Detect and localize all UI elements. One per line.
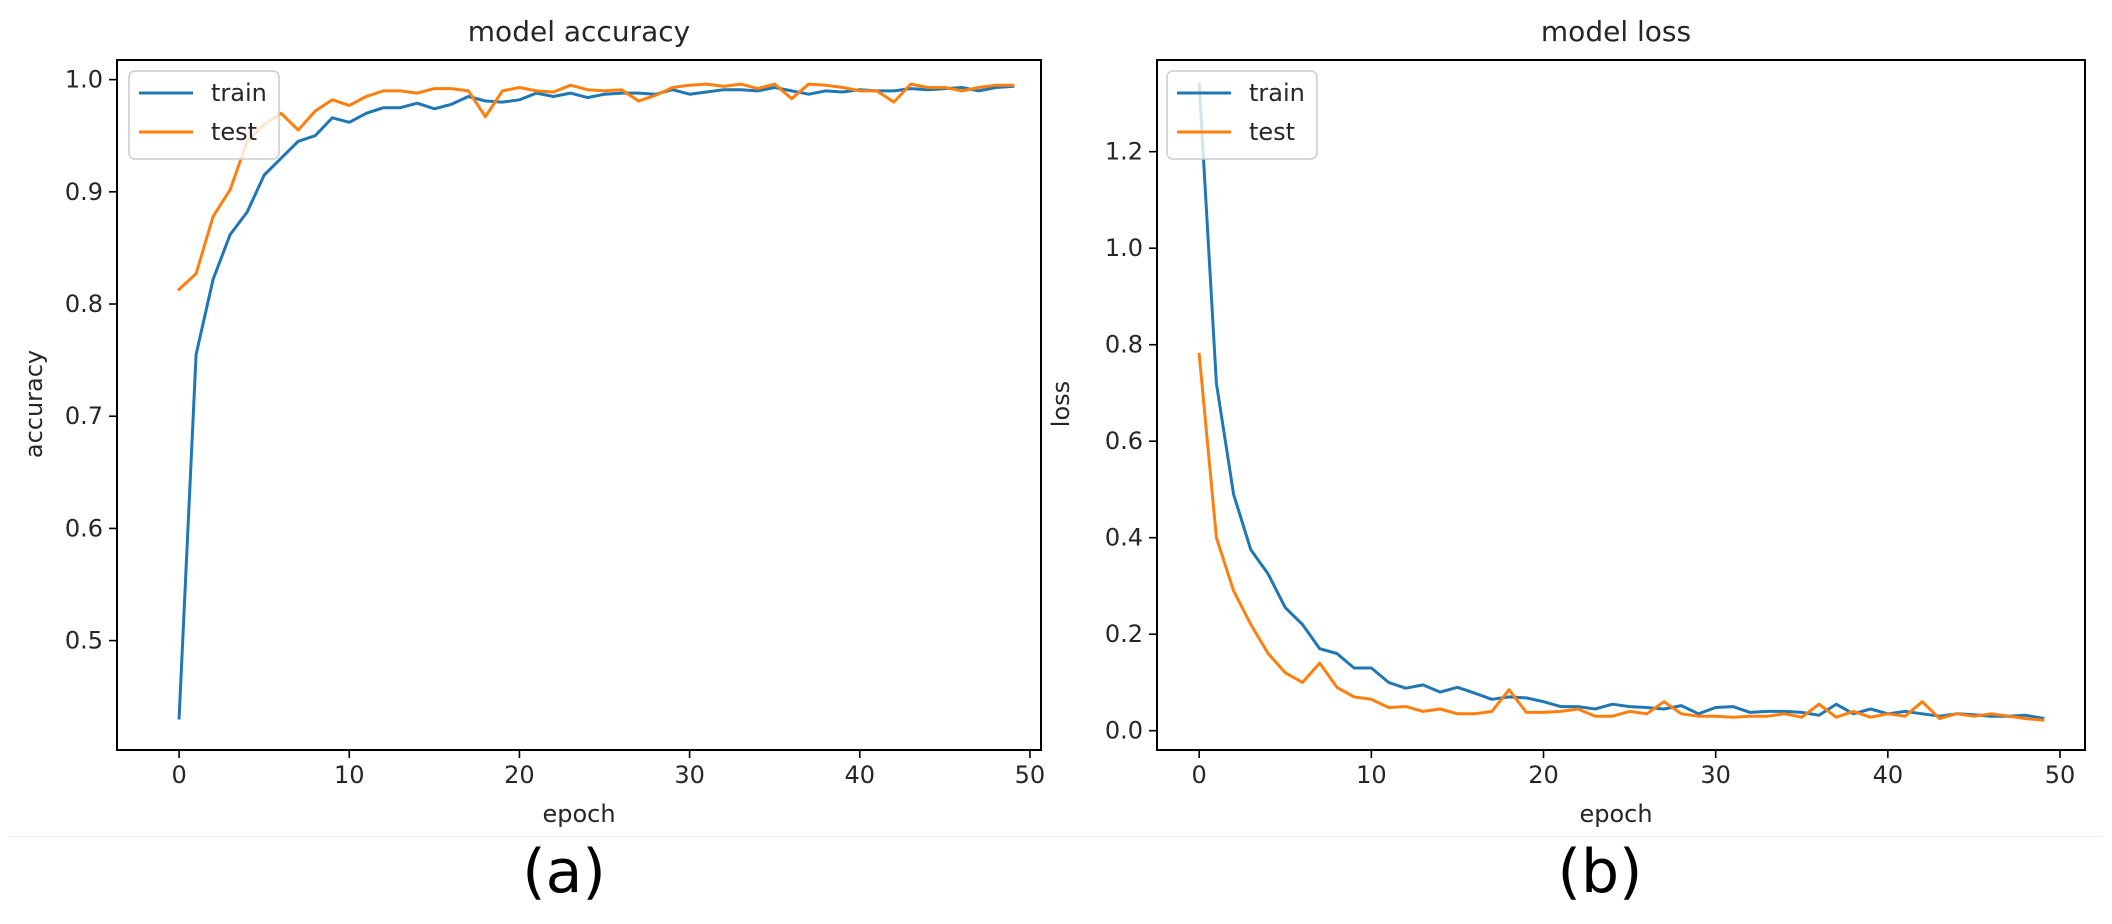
x-tick-label: 30: [674, 761, 705, 789]
y-ticks: 0.5 0.6 0.7 0.8 0.9 1.0: [65, 66, 117, 655]
panel-separator: [10, 836, 2102, 837]
x-tick-label: 30: [1700, 761, 1731, 789]
x-axis-label: epoch: [542, 800, 615, 828]
y-tick-label: 1.0: [65, 66, 103, 94]
series-line-test: [1197, 352, 2045, 722]
x-tick-label: 20: [1528, 761, 1559, 789]
legend-test-label: test: [211, 118, 257, 146]
chart-title: model accuracy: [468, 15, 690, 48]
y-tick-label: 0.6: [65, 514, 103, 542]
y-tick-label: 0.2: [1105, 620, 1143, 648]
loss-chart: model loss epoch loss 0 10 20 30 40 50 0.0 0.2…: [1047, 15, 2086, 828]
x-tick-label: 0: [1192, 761, 1207, 789]
y-tick-label: 0.9: [65, 178, 103, 206]
x-tick-label: 10: [334, 761, 365, 789]
series-line-train: [177, 84, 1015, 720]
legend-train-label: train: [211, 79, 267, 107]
y-tick-label: 1.0: [1105, 234, 1143, 262]
y-axis-label: loss: [1047, 381, 1075, 427]
y-tick-label: 0.4: [1105, 524, 1143, 552]
series-lines: [176, 82, 1015, 720]
y-tick-label: 0.6: [1105, 427, 1143, 455]
legend: train test: [128, 70, 280, 160]
accuracy-chart: model accuracy epoch accuracy 0 10 20 30 40 5…: [20, 15, 1045, 828]
y-tick-label: 0.0: [1105, 717, 1143, 745]
series-line-test: [176, 82, 1015, 292]
y-axis-label: accuracy: [20, 350, 48, 458]
x-tick-label: 40: [845, 761, 876, 789]
legend: train test: [1166, 70, 1318, 160]
x-ticks: 0 10 20 30 40 50: [1192, 750, 2076, 789]
plot-frame: [1156, 59, 2086, 751]
x-tick-label: 50: [2045, 761, 2076, 789]
x-axis-label: epoch: [1579, 800, 1652, 828]
legend-train-label: train: [1249, 79, 1305, 107]
y-tick-label: 0.5: [65, 627, 103, 655]
x-tick-label: 40: [1873, 761, 1904, 789]
y-tick-label: 1.2: [1105, 138, 1143, 166]
y-tick-label: 0.7: [65, 402, 103, 430]
x-tick-label: 10: [1356, 761, 1387, 789]
x-ticks: 0 10 20 30 40 50: [171, 750, 1045, 789]
x-tick-label: 50: [1015, 761, 1046, 789]
y-ticks: 0.0 0.2 0.4 0.6 0.8 1.0 1.2: [1105, 138, 1157, 745]
plot-frame: [116, 59, 1042, 751]
chart-title: model loss: [1541, 15, 1691, 48]
series-line-train: [1197, 82, 2045, 720]
y-tick-label: 0.8: [65, 290, 103, 318]
panel-label-b: (b): [1557, 837, 1643, 907]
legend-test-label: test: [1249, 118, 1295, 146]
panel-label-a: (a): [522, 837, 606, 907]
series-lines: [1197, 82, 2045, 722]
y-tick-label: 0.8: [1105, 331, 1143, 359]
x-tick-label: 20: [504, 761, 535, 789]
x-tick-label: 0: [171, 761, 186, 789]
